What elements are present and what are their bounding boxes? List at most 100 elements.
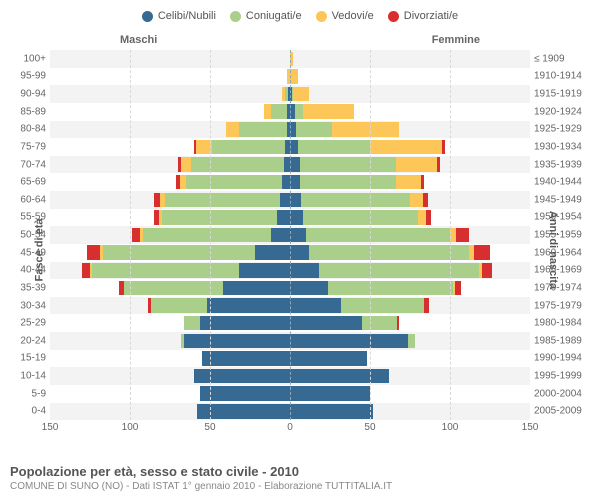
bar-male (50, 314, 290, 332)
bar-male (50, 350, 290, 368)
center-line (290, 50, 291, 420)
bar-segment (290, 316, 362, 330)
bar-segment (124, 281, 223, 295)
bar-segment (298, 140, 370, 154)
bar-segment (271, 228, 290, 242)
bar-male (50, 279, 290, 297)
bar-segment (186, 175, 282, 189)
bar-male (50, 209, 290, 227)
legend-dot (142, 11, 153, 22)
bar-segment (92, 263, 239, 277)
bar-segment (290, 351, 367, 365)
birth-label: 1985-1989 (534, 335, 590, 346)
age-label: 15-19 (8, 353, 46, 364)
birth-label: 1925-1929 (534, 124, 590, 135)
chart-subtitle: COMUNE DI SUNO (NO) - Dati ISTAT 1° genn… (10, 481, 590, 492)
bar-segment (410, 193, 423, 207)
birth-label: 1945-1949 (534, 194, 590, 205)
gridline (130, 50, 131, 420)
x-tick: 50 (204, 422, 215, 433)
bar-segment (319, 263, 479, 277)
bar-segment (290, 386, 370, 400)
bar-segment (332, 122, 399, 136)
age-label: 75-79 (8, 141, 46, 152)
bar-segment (300, 175, 396, 189)
bar-segment (300, 157, 396, 171)
bar-segment (290, 245, 309, 259)
population-pyramid-chart: Celibi/NubiliConiugati/eVedovi/eDivorzia… (0, 0, 600, 500)
birth-label: 1990-1994 (534, 353, 590, 364)
age-label: 65-69 (8, 177, 46, 188)
bar-female (290, 297, 530, 315)
bar-segment (184, 316, 200, 330)
bar-segment (296, 122, 331, 136)
bar-segment (482, 263, 492, 277)
bar-segment (295, 104, 303, 118)
bar-segment (191, 157, 284, 171)
birth-label: 1935-1939 (534, 159, 590, 170)
gridline (450, 50, 451, 420)
bar-female (290, 244, 530, 262)
bar-segment (290, 210, 303, 224)
legend: Celibi/NubiliConiugati/eVedovi/eDivorzia… (0, 0, 600, 28)
age-label: 100+ (8, 53, 46, 64)
bar-segment (421, 175, 424, 189)
bar-segment (197, 404, 290, 418)
age-label: 35-39 (8, 282, 46, 293)
bar-male (50, 50, 290, 68)
bar-segment (223, 281, 290, 295)
birth-label: 1965-1969 (534, 265, 590, 276)
bar-male (50, 68, 290, 86)
bar-segment (82, 263, 90, 277)
bar-male (50, 138, 290, 156)
bar-male (50, 103, 290, 121)
bar-male (50, 403, 290, 421)
bar-segment (207, 298, 290, 312)
bar-female (290, 385, 530, 403)
x-tick: 150 (42, 422, 59, 433)
bar-female (290, 403, 530, 421)
birth-label: ≤ 1909 (534, 53, 590, 64)
age-label: 20-24 (8, 335, 46, 346)
bar-segment (437, 157, 440, 171)
bar-female (290, 173, 530, 191)
bar-male (50, 332, 290, 350)
birth-label: 1995-1999 (534, 371, 590, 382)
bar-segment (423, 193, 428, 207)
birth-label: 1940-1944 (534, 177, 590, 188)
legend-label: Coniugati/e (246, 10, 302, 22)
bar-female (290, 191, 530, 209)
bar-segment (290, 281, 328, 295)
bar-segment (442, 140, 445, 154)
bar-female (290, 103, 530, 121)
label-male: Maschi (120, 34, 157, 46)
bar-female (290, 121, 530, 139)
bar-segment (290, 369, 389, 383)
bar-segment (455, 281, 461, 295)
bar-segment (162, 210, 277, 224)
bar-segment (255, 245, 290, 259)
birth-label: 1950-1954 (534, 212, 590, 223)
x-tick: 100 (122, 422, 139, 433)
bar-segment (370, 140, 442, 154)
bar-male (50, 367, 290, 385)
chart-footer: Popolazione per età, sesso e stato civil… (10, 464, 590, 492)
x-tick: 100 (442, 422, 459, 433)
age-label: 40-44 (8, 265, 46, 276)
bar-segment (184, 334, 290, 348)
bar-female (290, 279, 530, 297)
bar-female (290, 314, 530, 332)
gridline (370, 50, 371, 420)
bar-female (290, 156, 530, 174)
x-tick: 150 (522, 422, 539, 433)
legend-label: Celibi/Nubili (158, 10, 216, 22)
bar-segment (290, 140, 298, 154)
bar-male (50, 156, 290, 174)
age-label: 60-64 (8, 194, 46, 205)
bar-segment (341, 298, 424, 312)
legend-dot (230, 11, 241, 22)
bar-segment (474, 245, 490, 259)
age-label: 55-59 (8, 212, 46, 223)
bar-segment (194, 369, 290, 383)
birth-label: 1975-1979 (534, 300, 590, 311)
